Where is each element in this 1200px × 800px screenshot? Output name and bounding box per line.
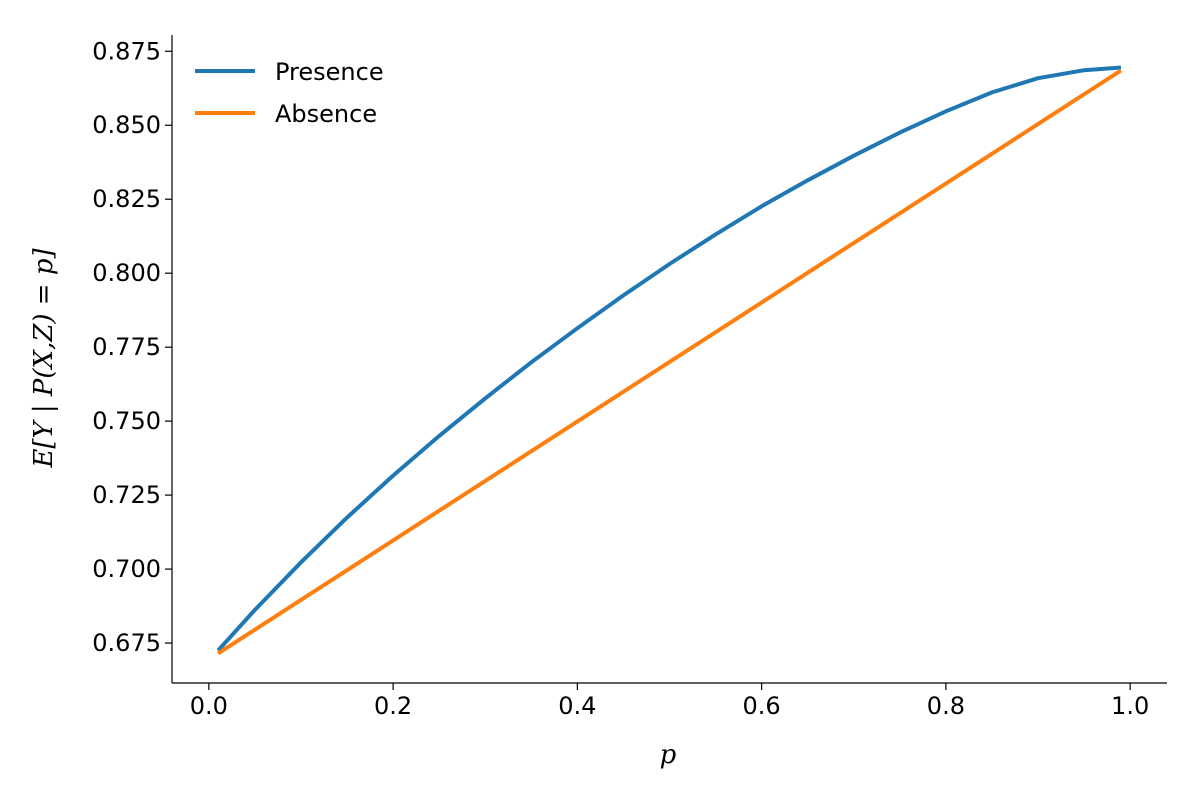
series-line-presence (216, 65, 1122, 652)
y-axis-ticks: 0.675 0.700 0.725 0.750 0.775 0.800 0.825 0.850… (92, 37, 172, 657)
y-tick-label: 0.675 (92, 629, 161, 657)
legend: Presence Absence (195, 58, 384, 128)
y-tick-label: 0.850 (92, 111, 161, 139)
y-tick-label: 0.725 (92, 481, 161, 509)
x-tick-label: 0.0 (190, 692, 228, 720)
plot-area (216, 65, 1122, 656)
x-axis-ticks: 0.0 0.2 0.4 0.6 0.8 1.0 (190, 683, 1149, 720)
y-tick-label: 0.825 (92, 185, 161, 213)
x-tick-label: 0.4 (558, 692, 596, 720)
x-tick-label: 0.8 (927, 692, 965, 720)
x-axis-label: p (660, 740, 677, 770)
x-tick-label: 1.0 (1111, 692, 1149, 720)
legend-label-absence: Absence (275, 100, 377, 128)
x-tick-label: 0.2 (374, 692, 412, 720)
axes (171, 35, 1167, 684)
legend-label-presence: Presence (275, 58, 384, 86)
y-tick-label: 0.800 (92, 259, 161, 287)
x-tick-label: 0.6 (743, 692, 781, 720)
y-axis-label: E[Y | P(X,Z) = p] (29, 248, 59, 469)
y-tick-label: 0.875 (92, 37, 161, 65)
y-tick-label: 0.700 (92, 555, 161, 583)
series-line-absence (217, 68, 1122, 656)
y-tick-label: 0.750 (92, 407, 161, 435)
y-tick-label: 0.775 (92, 333, 161, 361)
